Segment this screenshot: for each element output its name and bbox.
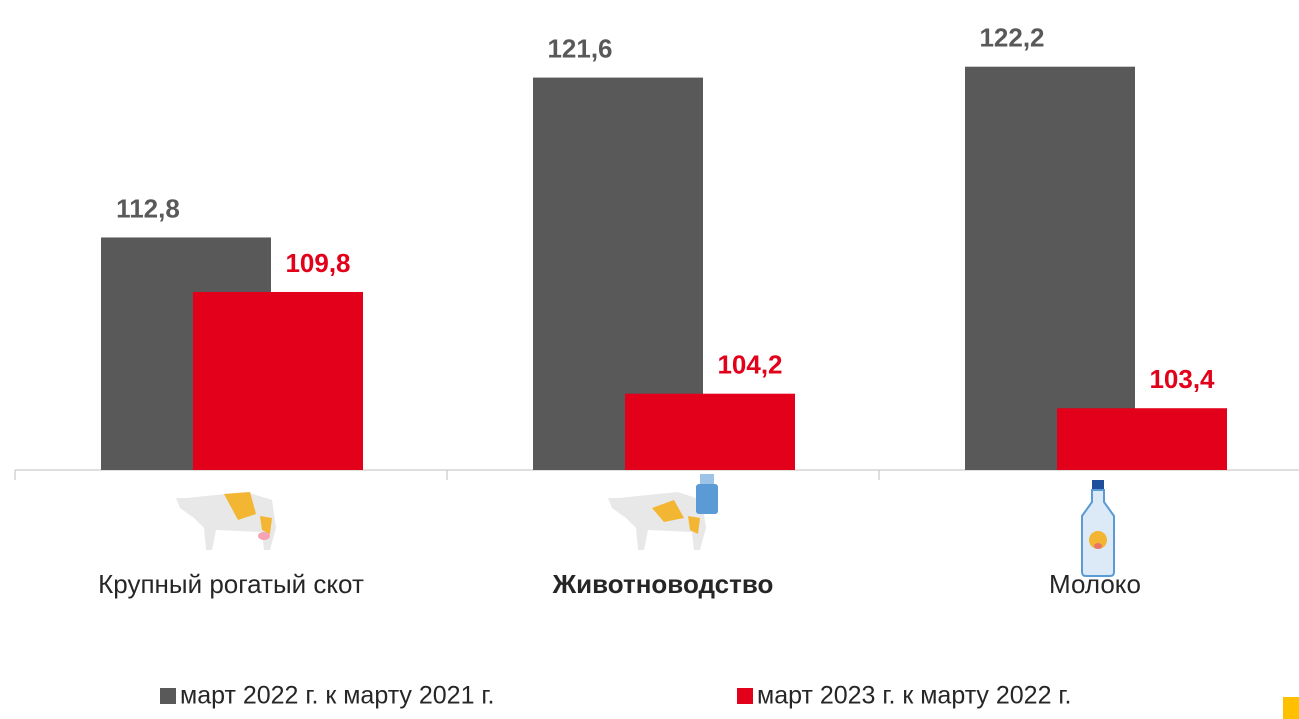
cow-icon: [176, 492, 276, 550]
data-label: 109,8: [285, 248, 350, 278]
icons: [176, 474, 1115, 577]
bar: [625, 393, 795, 470]
legend-label: март 2023 г. к марту 2022 г.: [757, 682, 1071, 710]
data-label: 122,2: [979, 23, 1044, 53]
data-label: 104,2: [717, 350, 782, 380]
data-label: 103,4: [1149, 364, 1215, 394]
bar: [965, 66, 1135, 470]
data-label: 112,8: [116, 193, 180, 223]
bar: [1057, 408, 1227, 470]
x-tick-label: Молоко: [1049, 569, 1141, 599]
bar: [193, 291, 363, 470]
legend-label: март 2022 г. к марту 2021 г.: [180, 682, 494, 710]
data-label: 121,6: [547, 33, 612, 63]
cow-milk-icon: [608, 474, 718, 550]
milk-bottle-icon: [1081, 480, 1115, 577]
decoration: [1283, 697, 1299, 719]
legend-swatch: [737, 688, 753, 704]
x-tick-label: Крупный рогатый скот: [98, 569, 364, 599]
x-tick-label: Животноводство: [552, 569, 774, 599]
legend-swatch: [160, 688, 176, 704]
